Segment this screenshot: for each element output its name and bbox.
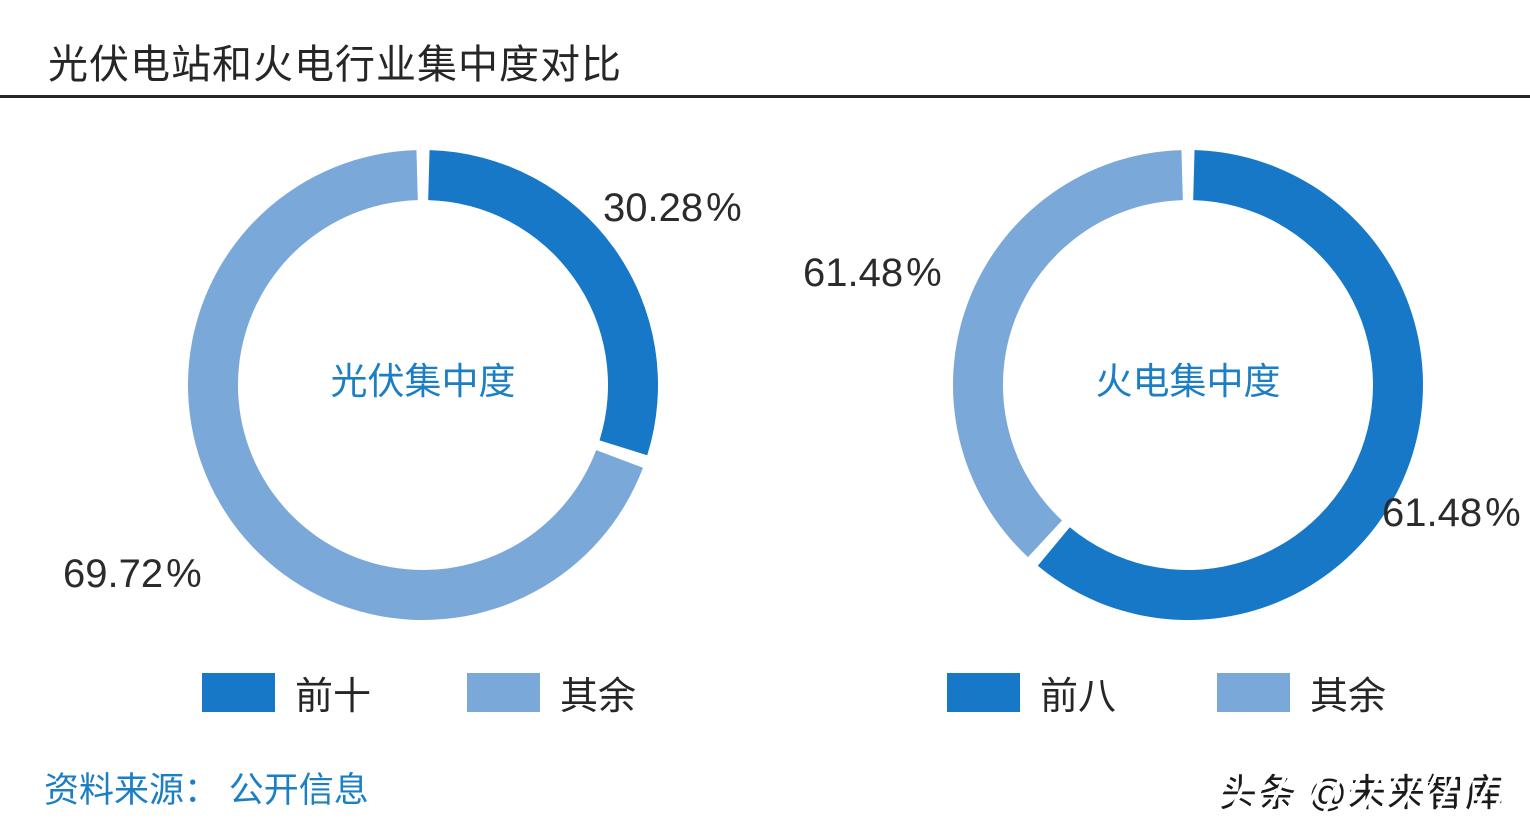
- svg-text:光伏集中度: 光伏集中度: [331, 361, 516, 402]
- svg-text:火电集中度: 火电集中度: [1096, 361, 1281, 402]
